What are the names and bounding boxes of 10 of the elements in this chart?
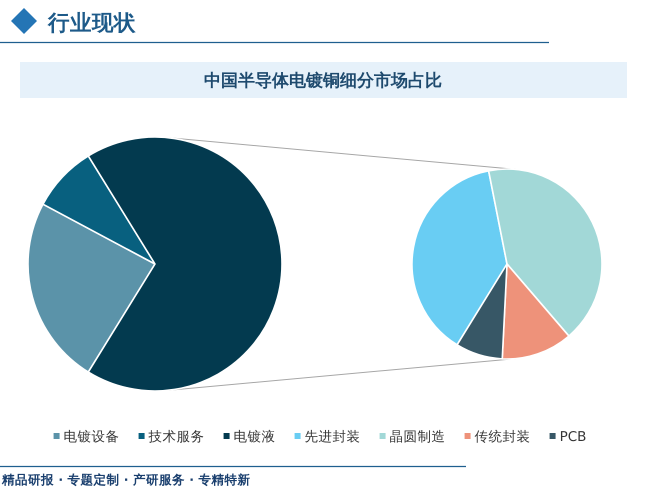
- text: 精品研报 · 专题定制 · 产研服务 · 专精特新: [1, 472, 250, 487]
- legend-label: 技术服务: [148, 429, 205, 445]
- text: 中国半导体电镀铜细分市场占比: [204, 71, 442, 91]
- legend-label: 晶圆制造: [390, 429, 446, 445]
- legend-label: PCB: [560, 429, 586, 445]
- legend-label: 先进封装: [304, 429, 361, 445]
- text: 行业现状: [47, 11, 137, 36]
- legend-label: 传统封装: [474, 429, 531, 445]
- legend-label: 电镀液: [234, 429, 276, 445]
- legend-label: 电镀设备: [64, 429, 120, 445]
